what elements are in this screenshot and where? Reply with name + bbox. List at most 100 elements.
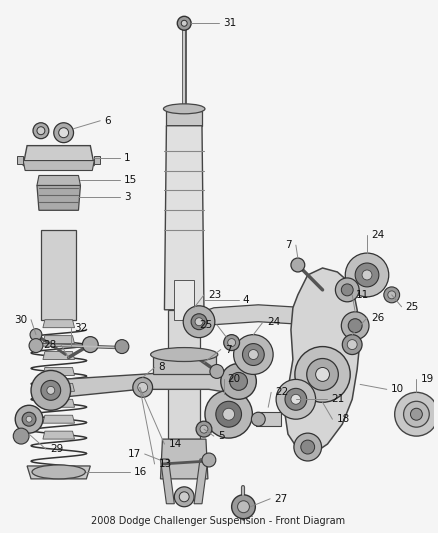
Polygon shape — [43, 415, 74, 423]
Text: 16: 16 — [134, 467, 147, 477]
Circle shape — [37, 127, 45, 135]
Polygon shape — [152, 354, 216, 375]
Text: 15: 15 — [124, 175, 137, 185]
Circle shape — [33, 123, 49, 139]
Circle shape — [233, 335, 273, 375]
Polygon shape — [23, 146, 94, 166]
Text: 24: 24 — [371, 230, 384, 240]
Polygon shape — [160, 459, 174, 504]
Circle shape — [31, 370, 71, 410]
Circle shape — [82, 337, 98, 352]
Circle shape — [384, 287, 399, 303]
Circle shape — [47, 386, 55, 394]
Circle shape — [195, 318, 203, 326]
Text: 8: 8 — [159, 362, 165, 373]
Circle shape — [295, 346, 350, 402]
Circle shape — [13, 428, 29, 444]
Polygon shape — [174, 280, 194, 320]
Text: 17: 17 — [127, 449, 141, 459]
Circle shape — [179, 492, 189, 502]
Text: 28: 28 — [43, 340, 57, 350]
Circle shape — [243, 344, 264, 366]
Circle shape — [341, 312, 369, 340]
Text: 24: 24 — [267, 317, 280, 327]
Circle shape — [316, 367, 329, 382]
Text: 7: 7 — [225, 344, 231, 354]
Polygon shape — [94, 156, 100, 164]
Text: 13: 13 — [159, 459, 172, 469]
Ellipse shape — [163, 104, 205, 114]
Polygon shape — [27, 466, 90, 479]
Circle shape — [355, 263, 379, 287]
Circle shape — [410, 408, 422, 420]
Polygon shape — [160, 439, 208, 479]
Polygon shape — [194, 459, 208, 504]
Text: 3: 3 — [124, 192, 131, 203]
Polygon shape — [37, 175, 81, 185]
Polygon shape — [43, 383, 74, 391]
Circle shape — [216, 401, 241, 427]
Text: 30: 30 — [14, 314, 27, 325]
Text: 11: 11 — [356, 290, 369, 300]
Polygon shape — [168, 310, 200, 439]
Circle shape — [301, 440, 314, 454]
Text: 31: 31 — [223, 18, 236, 28]
Polygon shape — [48, 369, 247, 397]
Text: 32: 32 — [74, 322, 88, 333]
Circle shape — [223, 408, 235, 420]
Circle shape — [228, 338, 236, 346]
Circle shape — [294, 433, 321, 461]
Circle shape — [174, 487, 194, 507]
Circle shape — [343, 335, 362, 354]
Circle shape — [347, 340, 357, 350]
Ellipse shape — [251, 412, 265, 426]
Text: 14: 14 — [168, 439, 182, 449]
Polygon shape — [17, 156, 23, 164]
Polygon shape — [41, 230, 77, 320]
Circle shape — [177, 17, 191, 30]
Circle shape — [22, 412, 36, 426]
Circle shape — [291, 258, 305, 272]
Circle shape — [205, 390, 252, 438]
Text: 23: 23 — [208, 290, 221, 300]
Circle shape — [26, 416, 32, 422]
Circle shape — [133, 377, 152, 397]
Polygon shape — [194, 305, 362, 335]
Text: 19: 19 — [420, 374, 434, 384]
Circle shape — [200, 425, 208, 433]
Circle shape — [210, 365, 224, 378]
Circle shape — [41, 381, 61, 400]
Bar — [256, 412, 281, 426]
Polygon shape — [37, 185, 81, 211]
Text: 2008 Dodge Challenger Suspension - Front Diagram: 2008 Dodge Challenger Suspension - Front… — [91, 515, 345, 526]
Circle shape — [230, 373, 247, 390]
Circle shape — [191, 314, 207, 330]
Text: 6: 6 — [104, 116, 111, 126]
Ellipse shape — [32, 465, 85, 479]
Circle shape — [224, 335, 240, 351]
Text: 21: 21 — [332, 394, 345, 405]
Circle shape — [30, 329, 42, 341]
Text: 22: 22 — [275, 387, 288, 397]
Polygon shape — [43, 367, 74, 375]
Circle shape — [138, 382, 148, 392]
Circle shape — [202, 453, 216, 467]
Circle shape — [248, 350, 258, 360]
Text: 29: 29 — [50, 444, 63, 454]
Circle shape — [15, 405, 43, 433]
Polygon shape — [23, 160, 94, 171]
Circle shape — [403, 401, 429, 427]
Circle shape — [388, 291, 396, 299]
Circle shape — [285, 389, 307, 410]
Polygon shape — [43, 399, 74, 407]
Text: 10: 10 — [391, 384, 404, 394]
Circle shape — [291, 394, 301, 404]
Circle shape — [232, 495, 255, 519]
Circle shape — [341, 284, 353, 296]
Circle shape — [307, 359, 339, 390]
Polygon shape — [43, 336, 74, 344]
Text: 18: 18 — [336, 414, 350, 424]
Text: 5: 5 — [218, 431, 224, 441]
Circle shape — [276, 379, 316, 419]
Circle shape — [183, 306, 215, 337]
